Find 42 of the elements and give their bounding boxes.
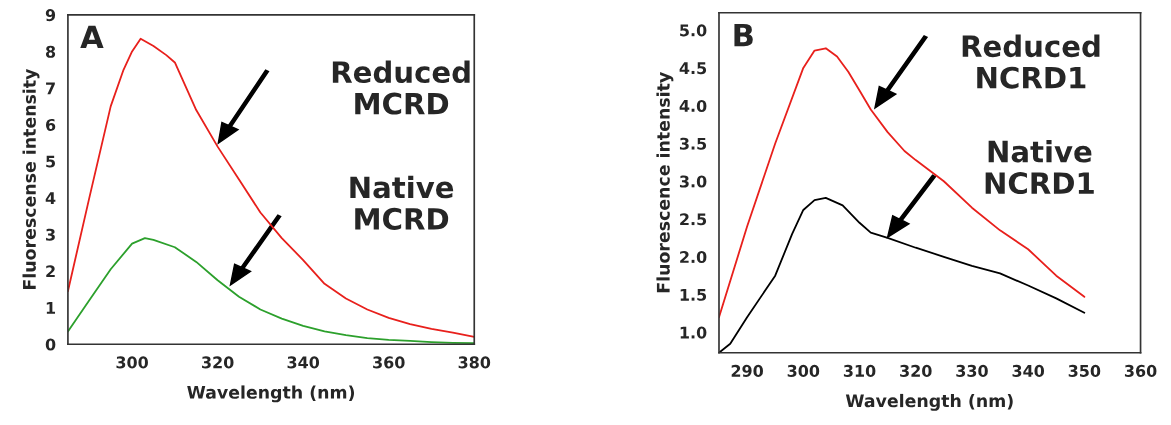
x-tick-label: 330	[956, 364, 988, 377]
y-axis-title: Fluorescence intensity	[656, 72, 674, 293]
y-tick-label: 4.0	[679, 99, 707, 112]
x-tick-label: 310	[843, 364, 876, 377]
y-tick-label: 3	[46, 228, 55, 241]
y-tick-label: 3.5	[679, 137, 707, 150]
y-tick-label: 2.5	[680, 213, 707, 226]
x-tick-label: 320	[202, 356, 234, 369]
x-tick-label: 290	[731, 364, 763, 377]
y-tick-label: 1.0	[680, 326, 707, 339]
y-tick-label: 4	[45, 192, 56, 204]
x-axis-title: Wavelength (nm)	[187, 385, 355, 403]
y-tick-label: 8	[45, 45, 56, 58]
annotation: Native MCRD	[350, 175, 454, 230]
x-tick-label: 360	[1124, 364, 1157, 377]
x-tick-label: 360	[373, 356, 405, 369]
y-tick-label: 4.5	[679, 62, 707, 75]
y-tick-label: 1	[46, 302, 56, 314]
y-tick-label: 5	[46, 155, 55, 168]
y-tick-label: 0	[45, 338, 56, 351]
x-tick-label: 300	[787, 364, 820, 377]
x-tick-label: 340	[287, 356, 320, 369]
annotation: B	[734, 23, 753, 47]
y-tick-label: 9	[45, 9, 56, 22]
annotation: A	[80, 25, 104, 48]
y-tick-label: 2.0	[680, 251, 707, 264]
y-tick-label: 7	[46, 82, 55, 95]
x-tick-label: 380	[458, 356, 491, 369]
y-tick-label: 2	[46, 265, 55, 278]
x-tick-label: 300	[116, 356, 148, 369]
y-axis-title: Fluorescense intensity	[22, 68, 40, 289]
y-tick-label: 6	[45, 118, 56, 131]
x-axis-title: Wavelength (nm)	[845, 393, 1013, 411]
annotation: Native NCRD1	[985, 139, 1094, 195]
y-tick-label: 5.0	[680, 24, 707, 37]
x-tick-label: 340	[1012, 364, 1045, 377]
x-tick-label: 320	[900, 364, 932, 377]
annotation: Reduced NCRD1	[962, 34, 1100, 89]
y-tick-label: 3.0	[679, 175, 707, 188]
x-tick-label: 350	[1068, 364, 1101, 377]
annotation: Reduced MCRD	[332, 60, 470, 115]
y-tick-label: 1.5	[680, 289, 707, 301]
